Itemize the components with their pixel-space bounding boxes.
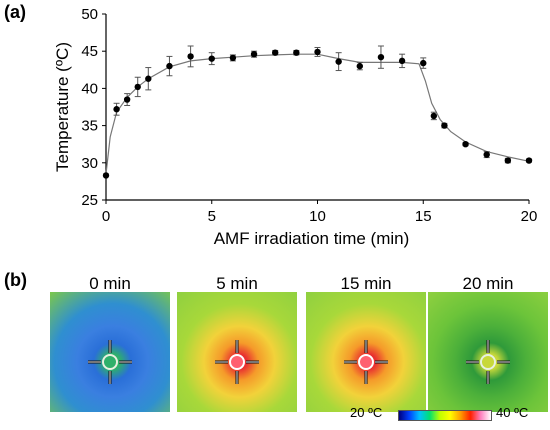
data-point — [483, 151, 490, 158]
data-point — [187, 53, 194, 60]
data-point — [441, 122, 448, 129]
y-tick-label: 25 — [81, 192, 98, 209]
data-point — [272, 49, 279, 56]
thermal-image-label: 15 min — [340, 274, 392, 293]
data-point — [229, 54, 237, 62]
crosshair-target — [215, 340, 259, 384]
y-tick-label: 35 — [81, 118, 98, 135]
data-point — [504, 157, 512, 164]
data-point — [134, 83, 141, 91]
data-point — [420, 59, 427, 67]
data-point — [145, 75, 152, 82]
data-point — [462, 141, 469, 148]
y-axis-title: Temperature (ºC) — [53, 42, 72, 172]
thermal-image-label: 20 min — [462, 274, 514, 293]
data-point — [430, 112, 438, 120]
data-point — [113, 106, 120, 113]
temperature-colorbar: 20 ºC 40 ºC — [350, 404, 550, 426]
x-tick-label: 20 — [521, 208, 538, 225]
colorbar-min-label: 20 ºC — [350, 405, 383, 420]
data-point — [166, 62, 173, 70]
data-point — [377, 53, 385, 61]
thermal-image-label: 0 min — [89, 274, 131, 293]
crosshair-target — [88, 340, 132, 384]
colorbar-gradient — [398, 410, 492, 421]
y-tick-label: 40 — [81, 80, 98, 97]
y-tick-label: 45 — [81, 43, 98, 60]
x-tick-label: 0 — [102, 208, 110, 225]
data-point — [208, 55, 215, 62]
data-point — [314, 48, 321, 56]
data-point — [335, 58, 342, 65]
y-tick-label: 50 — [81, 6, 98, 23]
data-point — [250, 50, 258, 58]
y-tick-label: 30 — [81, 155, 98, 172]
panel-label-b: (b) — [4, 270, 27, 290]
thermal-image — [428, 292, 548, 412]
data-point — [525, 157, 533, 164]
x-tick-label: 5 — [208, 208, 216, 225]
crosshair-target — [466, 340, 510, 384]
data-point — [123, 96, 131, 103]
data-point — [356, 62, 363, 70]
crosshair-target — [344, 340, 388, 384]
thermal-image — [177, 292, 297, 412]
x-tick-label: 15 — [415, 208, 432, 225]
thermal-image — [306, 292, 426, 412]
panel-label-a: (a) — [4, 2, 26, 22]
thermal-image-label: 5 min — [216, 274, 258, 293]
data-point — [398, 57, 406, 65]
colorbar-max-label: 40 ºC — [496, 405, 529, 420]
temperature-chart: 25 30 35 40 45 50 0 5 10 15 20 AMF irradiation time… — [53, 6, 538, 248]
thermal-image — [50, 292, 170, 412]
thermal-images-row: 0 min 5 min 15 min 20 min — [0, 258, 550, 430]
data-point — [293, 49, 300, 56]
data-point — [102, 172, 110, 179]
x-tick-label: 10 — [309, 208, 326, 225]
x-axis-title: AMF irradiation time (min) — [214, 229, 410, 248]
